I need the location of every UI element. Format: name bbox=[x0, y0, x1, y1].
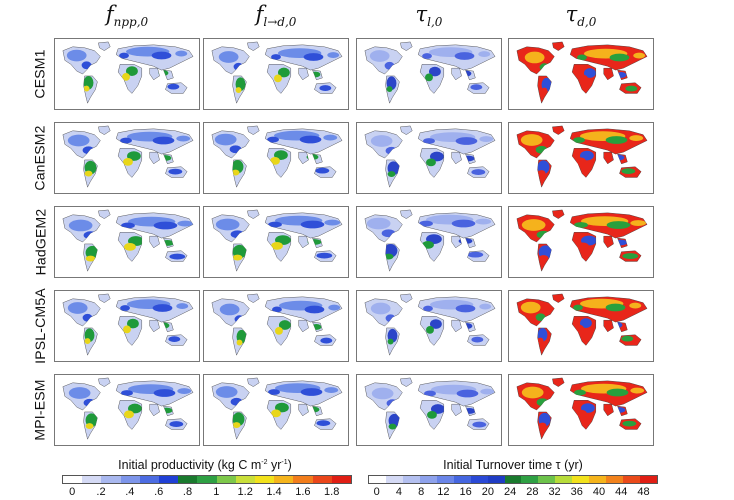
colorbar-swatch bbox=[369, 476, 386, 483]
colorbar-tick-label: 8 bbox=[418, 486, 425, 498]
turnover-colorbar bbox=[368, 475, 658, 484]
map-panel bbox=[508, 290, 654, 362]
column-header-sub: l,0 bbox=[427, 15, 443, 30]
map-panel bbox=[54, 38, 200, 110]
colorbar-swatch bbox=[606, 476, 624, 483]
row-label-hadgem2: HadGEM2 bbox=[32, 208, 49, 276]
map-panel bbox=[356, 38, 502, 110]
colorbar-tick-label: 1.2 bbox=[237, 486, 253, 498]
row-label-ipsl-cm5a: IPSL-CM5A bbox=[32, 288, 48, 364]
map-panel bbox=[203, 290, 349, 362]
turnover-colorbar-ticks: 0 4 8 12 16 20 24 28 32 36 40 44 48 bbox=[368, 486, 658, 498]
colorbar-swatch bbox=[453, 476, 471, 483]
column-header-taul: τl,0 bbox=[356, 2, 502, 29]
colorbar-swatch bbox=[504, 476, 522, 483]
colorbar-swatch bbox=[385, 476, 403, 483]
map-panel bbox=[54, 374, 200, 446]
map-panel bbox=[508, 206, 654, 278]
map-panel bbox=[356, 374, 502, 446]
colorbar-tick-label: .8 bbox=[182, 486, 193, 498]
column-header-fld: fl→d,0 bbox=[203, 2, 349, 29]
colorbar-tick-label: 24 bbox=[503, 486, 517, 498]
column-header-base: f bbox=[105, 2, 114, 26]
map-panel bbox=[54, 290, 200, 362]
colorbar-swatch bbox=[216, 476, 236, 483]
map-panel bbox=[356, 206, 502, 278]
map-panel bbox=[356, 122, 502, 194]
map-panel bbox=[54, 122, 200, 194]
colorbar-swatch bbox=[402, 476, 420, 483]
colorbar-tick-label: 4 bbox=[395, 486, 402, 498]
productivity-colorbar-ticks: 0 .2 .4 .6 .8 1 1.2 1.4 1.6 1.8 bbox=[62, 486, 352, 498]
colorbar-tick-label: 1.8 bbox=[324, 486, 340, 498]
colorbar-swatch bbox=[139, 476, 160, 483]
colorbar-tick-label: .2 bbox=[96, 486, 106, 498]
colorbar-swatch bbox=[120, 476, 140, 483]
colorbar-tick-label: 28 bbox=[526, 486, 539, 498]
colorbar-swatch bbox=[538, 476, 556, 483]
map-panel bbox=[508, 38, 654, 110]
colorbar-tick-label: 12 bbox=[437, 486, 450, 498]
map-panel bbox=[203, 38, 349, 110]
map-panel bbox=[508, 122, 654, 194]
map-panel bbox=[508, 374, 654, 446]
column-header-base: τ bbox=[565, 2, 578, 26]
colorbar-swatch bbox=[521, 476, 539, 483]
colorbar-tick-label: 1.6 bbox=[295, 486, 311, 498]
map-panel bbox=[203, 122, 349, 194]
colorbar-swatch bbox=[331, 476, 352, 483]
column-header-sub: npp,0 bbox=[113, 15, 149, 30]
column-header-sub: l→d,0 bbox=[263, 15, 297, 30]
colorbar-tick-label: 32 bbox=[548, 486, 561, 498]
colorbar-tick-label: 40 bbox=[592, 486, 606, 498]
colorbar-tick-label: 36 bbox=[570, 486, 583, 498]
colorbar-swatch bbox=[470, 476, 488, 483]
colorbar-swatch bbox=[274, 476, 294, 483]
row-label-cesm1: CESM1 bbox=[32, 49, 49, 99]
colorbar-swatch bbox=[293, 476, 313, 483]
column-header-base: f bbox=[255, 2, 264, 26]
colorbar-tick-label: 0 bbox=[373, 486, 380, 498]
productivity-colorbar bbox=[62, 475, 352, 484]
colorbar-swatch bbox=[235, 476, 256, 483]
column-header-base: τ bbox=[415, 2, 428, 26]
productivity-colorbar-title: Initial productivity (kg C m-2 yr-1) bbox=[118, 458, 292, 472]
colorbar-swatch bbox=[63, 476, 83, 483]
colorbar-swatch bbox=[572, 476, 590, 483]
colorbar-swatch bbox=[487, 476, 505, 483]
colorbar-swatch bbox=[178, 476, 198, 483]
row-label-mpi-esm: MPI-ESM bbox=[32, 379, 49, 441]
colorbar-swatch bbox=[436, 476, 454, 483]
column-header-taud: τd,0 bbox=[508, 2, 654, 29]
turnover-colorbar-title: Initial Turnover time τ (yr) bbox=[443, 458, 583, 472]
colorbar-swatch bbox=[312, 476, 332, 483]
colorbar-tick-label: 0 bbox=[69, 486, 76, 498]
map-panel bbox=[54, 206, 200, 278]
colorbar-tick-label: 16 bbox=[459, 486, 472, 498]
colorbar-tick-label: 1.4 bbox=[266, 486, 282, 498]
colorbar-tick-label: 1 bbox=[213, 486, 220, 498]
colorbar-swatch bbox=[640, 476, 657, 483]
colorbar-swatch bbox=[197, 476, 217, 483]
colorbar-swatch bbox=[589, 476, 607, 483]
colorbar-tick-label: 48 bbox=[637, 486, 650, 498]
map-panel bbox=[203, 206, 349, 278]
map-panel bbox=[203, 374, 349, 446]
colorbar-tick-label: .6 bbox=[154, 486, 164, 498]
colorbar-swatch bbox=[255, 476, 275, 483]
map-panel bbox=[356, 290, 502, 362]
colorbar-swatch bbox=[101, 476, 121, 483]
colorbar-tick-label: .4 bbox=[125, 486, 135, 498]
colorbar-swatch bbox=[623, 476, 640, 483]
column-header-fnpp: fnpp,0 bbox=[54, 2, 200, 29]
colorbar-swatch bbox=[419, 476, 437, 483]
colorbar-swatch bbox=[82, 476, 102, 483]
colorbar-swatch bbox=[159, 476, 179, 483]
colorbar-swatch bbox=[555, 476, 573, 483]
column-header-sub: d,0 bbox=[577, 15, 597, 30]
colorbar-tick-label: 44 bbox=[615, 486, 628, 498]
row-label-canesm2: CanESM2 bbox=[32, 125, 48, 191]
colorbar-tick-label: 20 bbox=[481, 486, 494, 498]
